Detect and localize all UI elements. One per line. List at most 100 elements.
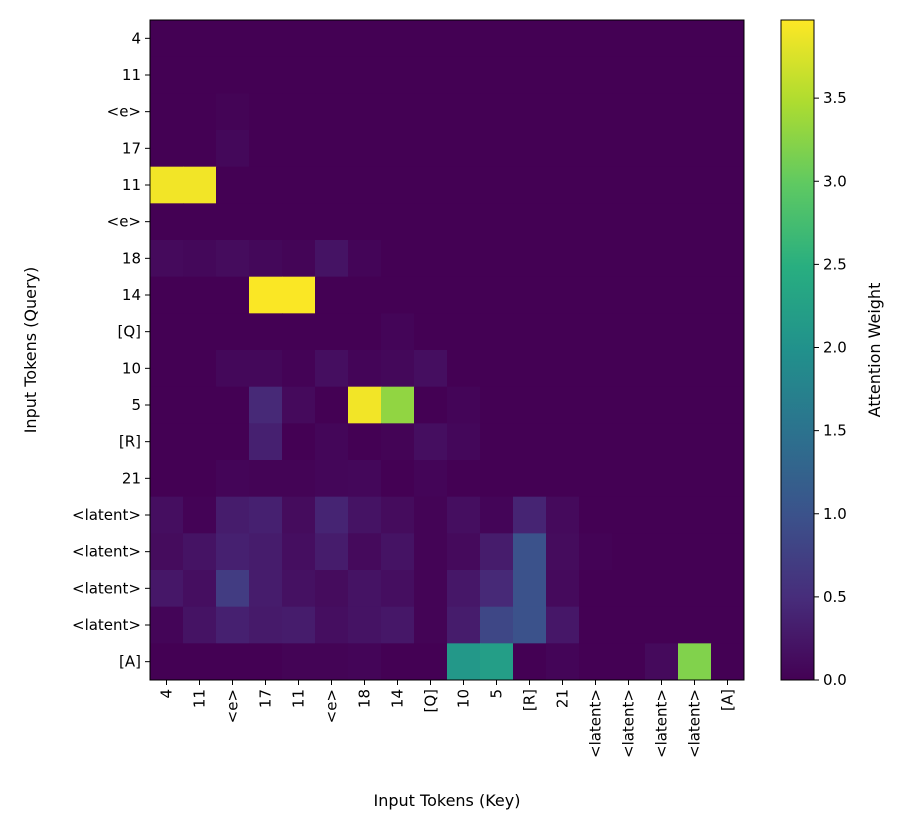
heatmap-cell: [315, 423, 349, 461]
heatmap-cell: [216, 313, 250, 351]
heatmap-cell: [249, 533, 283, 571]
heatmap-cell: [348, 203, 382, 241]
heatmap-cell: [546, 606, 580, 644]
heatmap-cell: [513, 606, 547, 644]
heatmap-cell: [678, 240, 712, 278]
heatmap-cell: [216, 386, 250, 424]
heatmap-cell: [480, 56, 514, 94]
heatmap-cell: [711, 643, 745, 681]
heatmap-cell: [381, 496, 415, 534]
heatmap-cell: [711, 313, 745, 351]
heatmap-cell: [612, 166, 646, 204]
heatmap-cell: [579, 240, 613, 278]
heatmap-cell: [216, 240, 250, 278]
heatmap-cell: [348, 313, 382, 351]
heatmap-cell: [480, 20, 514, 58]
heatmap-cell: [282, 386, 316, 424]
heatmap-cell: [678, 423, 712, 461]
heatmap-cell: [612, 350, 646, 388]
heatmap-cell: [612, 606, 646, 644]
heatmap-cell: [414, 240, 448, 278]
heatmap-cell: [282, 20, 316, 58]
heatmap-cell: [447, 203, 481, 241]
x-tick-label: 18: [356, 689, 374, 708]
heatmap-cell: [150, 533, 184, 571]
heatmap-cell: [183, 423, 217, 461]
colorbar-tick-label: 0.0: [823, 671, 847, 689]
heatmap-cell: [645, 130, 679, 168]
heatmap-cell: [282, 130, 316, 168]
y-tick-label: <e>: [107, 103, 141, 121]
heatmap-cell: [315, 203, 349, 241]
heatmap-cell: [447, 423, 481, 461]
heatmap-cell: [546, 643, 580, 681]
heatmap-cell: [447, 313, 481, 351]
heatmap-cell: [480, 240, 514, 278]
heatmap-cell: [348, 423, 382, 461]
heatmap-cell: [612, 20, 646, 58]
heatmap-cell: [381, 203, 415, 241]
heatmap-cell: [711, 166, 745, 204]
heatmap-cell: [282, 533, 316, 571]
heatmap-cell: [579, 166, 613, 204]
heatmap-cell: [282, 460, 316, 498]
heatmap-cell: [711, 350, 745, 388]
heatmap-cell: [315, 240, 349, 278]
heatmap-cell: [612, 130, 646, 168]
colorbar-tick-label: 1.0: [823, 505, 847, 523]
heatmap-cell: [150, 166, 184, 204]
heatmap-cell: [216, 203, 250, 241]
colorbar-tick-label: 0.5: [823, 588, 847, 606]
heatmap-cell: [711, 20, 745, 58]
heatmap-cell: [480, 570, 514, 608]
heatmap-cell: [546, 423, 580, 461]
heatmap-cell: [249, 56, 283, 94]
heatmap-cell: [348, 93, 382, 131]
heatmap-cell: [645, 570, 679, 608]
heatmap-cell: [612, 276, 646, 314]
heatmap-cell: [348, 496, 382, 534]
heatmap-cell: [414, 496, 448, 534]
heatmap-cell: [381, 460, 415, 498]
heatmap-cell: [711, 386, 745, 424]
heatmap-cell: [480, 350, 514, 388]
heatmap-cell: [546, 240, 580, 278]
y-tick-label: <latent>: [72, 506, 141, 524]
heatmap-cell: [315, 350, 349, 388]
y-tick-label: <latent>: [72, 579, 141, 597]
x-tick-label: <e>: [323, 689, 341, 723]
heatmap-cell: [645, 533, 679, 571]
heatmap-cell: [381, 313, 415, 351]
x-tick-label: 14: [389, 689, 407, 708]
heatmap-cell: [579, 313, 613, 351]
heatmap-cell: [678, 386, 712, 424]
heatmap-cell: [249, 20, 283, 58]
heatmap-cell: [711, 423, 745, 461]
heatmap-cell: [513, 276, 547, 314]
heatmap-cell: [315, 606, 349, 644]
heatmap-cell: [678, 313, 712, 351]
y-axis: 4 11 <e> 17 11 <e> 18 14 [Q] 10 5 [R] 21 <latent> <lat…: [72, 29, 150, 671]
heatmap-cell: [546, 20, 580, 58]
y-tick-label: 14: [122, 286, 141, 304]
heatmap-cell: [678, 350, 712, 388]
heatmap-cell: [150, 20, 184, 58]
heatmap-cell: [183, 240, 217, 278]
heatmap-cell: [216, 570, 250, 608]
heatmap-cell: [612, 203, 646, 241]
colorbar-tick-label: 2.5: [823, 255, 847, 273]
heatmap-cell: [150, 460, 184, 498]
heatmap-cell: [678, 56, 712, 94]
y-tick-label: 11: [122, 66, 141, 84]
heatmap-cell: [183, 313, 217, 351]
heatmap-cell: [447, 533, 481, 571]
heatmap-cell: [249, 166, 283, 204]
heatmap-cell: [348, 350, 382, 388]
heatmap-cell: [711, 240, 745, 278]
heatmap-cell: [282, 570, 316, 608]
heatmap-cell: [612, 240, 646, 278]
heatmap-cell: [249, 496, 283, 534]
heatmap-cell: [414, 166, 448, 204]
heatmap-cell: [348, 130, 382, 168]
heatmap-cell: [645, 313, 679, 351]
